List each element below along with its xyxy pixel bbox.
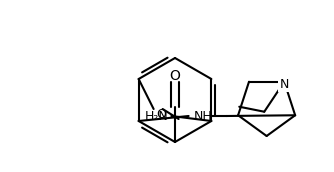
Text: N: N — [280, 78, 289, 91]
Text: O: O — [157, 108, 167, 121]
Text: NH: NH — [194, 110, 212, 122]
Text: O: O — [170, 69, 180, 83]
Text: H₂N: H₂N — [145, 110, 168, 122]
